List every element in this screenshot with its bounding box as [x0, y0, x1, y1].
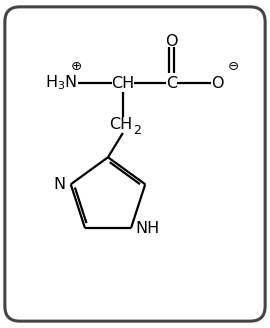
Text: CH: CH — [111, 75, 134, 91]
Text: NH: NH — [136, 220, 160, 236]
Text: O: O — [211, 75, 224, 91]
Text: ⊖: ⊖ — [227, 60, 239, 73]
Text: O: O — [165, 34, 178, 49]
Text: N: N — [54, 177, 66, 192]
Text: H$_3$N: H$_3$N — [45, 74, 77, 92]
Text: C: C — [166, 75, 177, 91]
Text: 2: 2 — [133, 124, 141, 137]
Text: ⊕: ⊕ — [71, 60, 82, 73]
Text: CH: CH — [109, 117, 132, 133]
